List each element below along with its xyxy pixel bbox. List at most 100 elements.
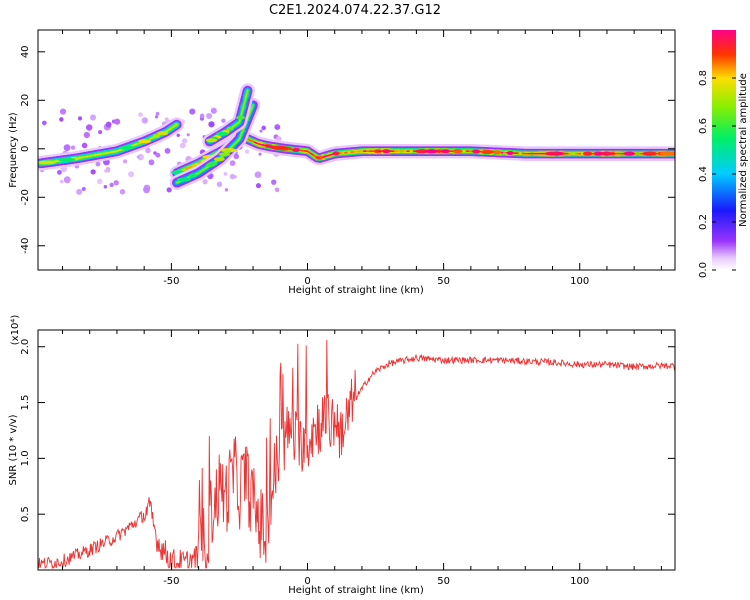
spectrogram-speckle xyxy=(244,149,250,154)
colorbar-label: Normalized spectral amplitude xyxy=(738,73,749,227)
spectrogram-hotspot xyxy=(236,115,246,120)
spectrogram-ticks: -50 0 50 100 -40 -20 0 20 40 xyxy=(20,30,675,287)
spectrogram-hotspot xyxy=(205,138,218,143)
spectrogram-speckle xyxy=(155,152,161,158)
spectrogram-hotspot xyxy=(506,150,514,155)
spectrogram-hotspot xyxy=(472,149,480,154)
snr-x-tick-label: 50 xyxy=(437,576,450,587)
snr-y-tick-label: 1.0 xyxy=(20,450,31,466)
snr-scale-label: (x10⁴) xyxy=(10,315,21,346)
spectrogram-speckle xyxy=(128,171,135,178)
spectrogram-speckle xyxy=(114,118,121,125)
spectrogram-speckle xyxy=(81,142,88,149)
spectrogram-speckle xyxy=(233,175,237,179)
spectrogram-hotspot xyxy=(382,149,391,154)
spectrogram-speckle xyxy=(199,113,205,119)
snr-y-tick-label: 2.0 xyxy=(20,339,31,355)
spectrogram-speckle xyxy=(206,112,213,119)
spectrogram-y-tick-label: -40 xyxy=(20,238,31,254)
spectrogram-speckle xyxy=(123,159,128,164)
spectrogram-speckle xyxy=(224,188,229,192)
spectrogram-hotspot xyxy=(582,151,593,156)
spectrogram-speckle xyxy=(210,107,217,114)
spectrogram-speckle xyxy=(59,108,67,115)
colorbar-tick-label: 0.2 xyxy=(698,214,709,230)
spectrogram-speckle xyxy=(59,117,64,122)
spectrogram-speckle xyxy=(259,129,263,133)
colorbar-tick-label: 0.0 xyxy=(698,262,709,278)
spectrogram-speckle xyxy=(229,173,236,180)
spectrogram-hotspot xyxy=(659,151,675,156)
spectrogram-speckle xyxy=(139,155,144,159)
spectrogram-speckle xyxy=(76,188,83,195)
spectrogram-hotspot xyxy=(623,151,636,156)
spectrogram-y-axis-label: Frequency (Hz) xyxy=(8,112,19,188)
spectrogram-x-axis-label: Height of straight line (km) xyxy=(288,285,424,296)
spectrogram-speckle xyxy=(63,176,71,184)
spectrogram-speckle xyxy=(81,186,86,191)
spectrogram-speckle xyxy=(216,181,223,187)
spectrogram-plot-area xyxy=(38,83,675,195)
spectrogram-speckle xyxy=(113,180,119,186)
spectrogram-hotspot xyxy=(646,151,657,156)
spectrogram-y-tick-label: 20 xyxy=(20,94,31,107)
spectrogram-hotspot xyxy=(215,131,229,136)
figure-title: C2E1.2024.074.22.37.G12 xyxy=(269,3,441,18)
spectrogram-speckle xyxy=(254,171,262,179)
spectrogram-speckle xyxy=(109,182,114,188)
colorbar: 0.0 0.2 0.4 0.6 0.8 Normalized spectral ampl… xyxy=(698,30,749,278)
spectrogram-x-tick-label: -50 xyxy=(163,276,179,287)
spectrogram-speckle xyxy=(229,160,236,166)
spectrogram-speckle xyxy=(274,187,280,193)
spectrogram-hotspot xyxy=(415,149,429,154)
spectrogram-speckle xyxy=(98,129,103,135)
spectrogram-speckle xyxy=(96,178,103,185)
colorbar-tick-label: 0.4 xyxy=(698,166,709,182)
spectrogram-hotspot xyxy=(218,152,231,157)
spectrogram-speckle xyxy=(181,138,188,144)
spectrogram-speckle xyxy=(274,124,281,131)
spectrogram-y-tick-label: -20 xyxy=(20,189,31,205)
spectrogram-hotspot xyxy=(188,173,197,178)
spectrogram-speckle xyxy=(143,186,150,194)
spectrogram-speckle xyxy=(105,121,112,128)
spectrogram-hotspot xyxy=(492,150,502,155)
spectrogram-hotspot xyxy=(601,151,613,156)
spectrogram-hotspot xyxy=(223,149,232,154)
spectrogram-x-tick-label: 100 xyxy=(570,276,589,287)
spectrogram-ridge-segment xyxy=(175,123,178,126)
spectrogram-hotspot xyxy=(152,134,161,139)
spectrogram-speckle xyxy=(223,172,228,176)
spectrogram-hotspot xyxy=(441,149,450,154)
spectrogram-speckle xyxy=(119,189,126,195)
spectrogram-speckle xyxy=(208,121,215,128)
spectrogram-speckle xyxy=(258,152,262,156)
spectrogram-hotspot xyxy=(544,151,560,156)
spectrogram-speckle xyxy=(166,187,172,193)
spectrogram-hotspot xyxy=(270,145,288,150)
spectrogram-speckle xyxy=(95,161,101,167)
spectrogram-speckle xyxy=(233,153,240,160)
spectrogram-hotspot xyxy=(38,160,56,165)
snr-panel: -50 0 50 100 0.5 1.0 1.5 2.0 (x10⁴) Height of s… xyxy=(8,315,676,596)
spectrogram-speckle xyxy=(63,144,71,152)
spectrogram-x-tick-label: 50 xyxy=(437,276,450,287)
spectrogram-hotspot xyxy=(138,139,151,144)
spectrogram-speckle xyxy=(145,147,151,154)
spectrogram-speckle xyxy=(186,133,190,137)
spectrogram-speckle xyxy=(42,120,47,126)
spectrogram-speckle xyxy=(70,145,76,150)
spectrogram-hotspot xyxy=(176,177,192,182)
spectrogram-speckle xyxy=(85,124,93,131)
spectrogram-speckle xyxy=(179,142,186,149)
colorbar-gradient xyxy=(712,30,736,270)
spectrogram-speckle xyxy=(59,179,64,184)
colorbar-tick-label: 0.6 xyxy=(698,118,709,134)
spectrogram-speckle xyxy=(57,169,62,175)
spectrogram-speckle xyxy=(103,185,108,189)
spectrogram-hotspot xyxy=(58,157,76,162)
spectrogram-hotspot xyxy=(292,147,301,152)
spectrogram-hotspot xyxy=(593,151,604,156)
spectrogram-speckle xyxy=(104,169,108,173)
